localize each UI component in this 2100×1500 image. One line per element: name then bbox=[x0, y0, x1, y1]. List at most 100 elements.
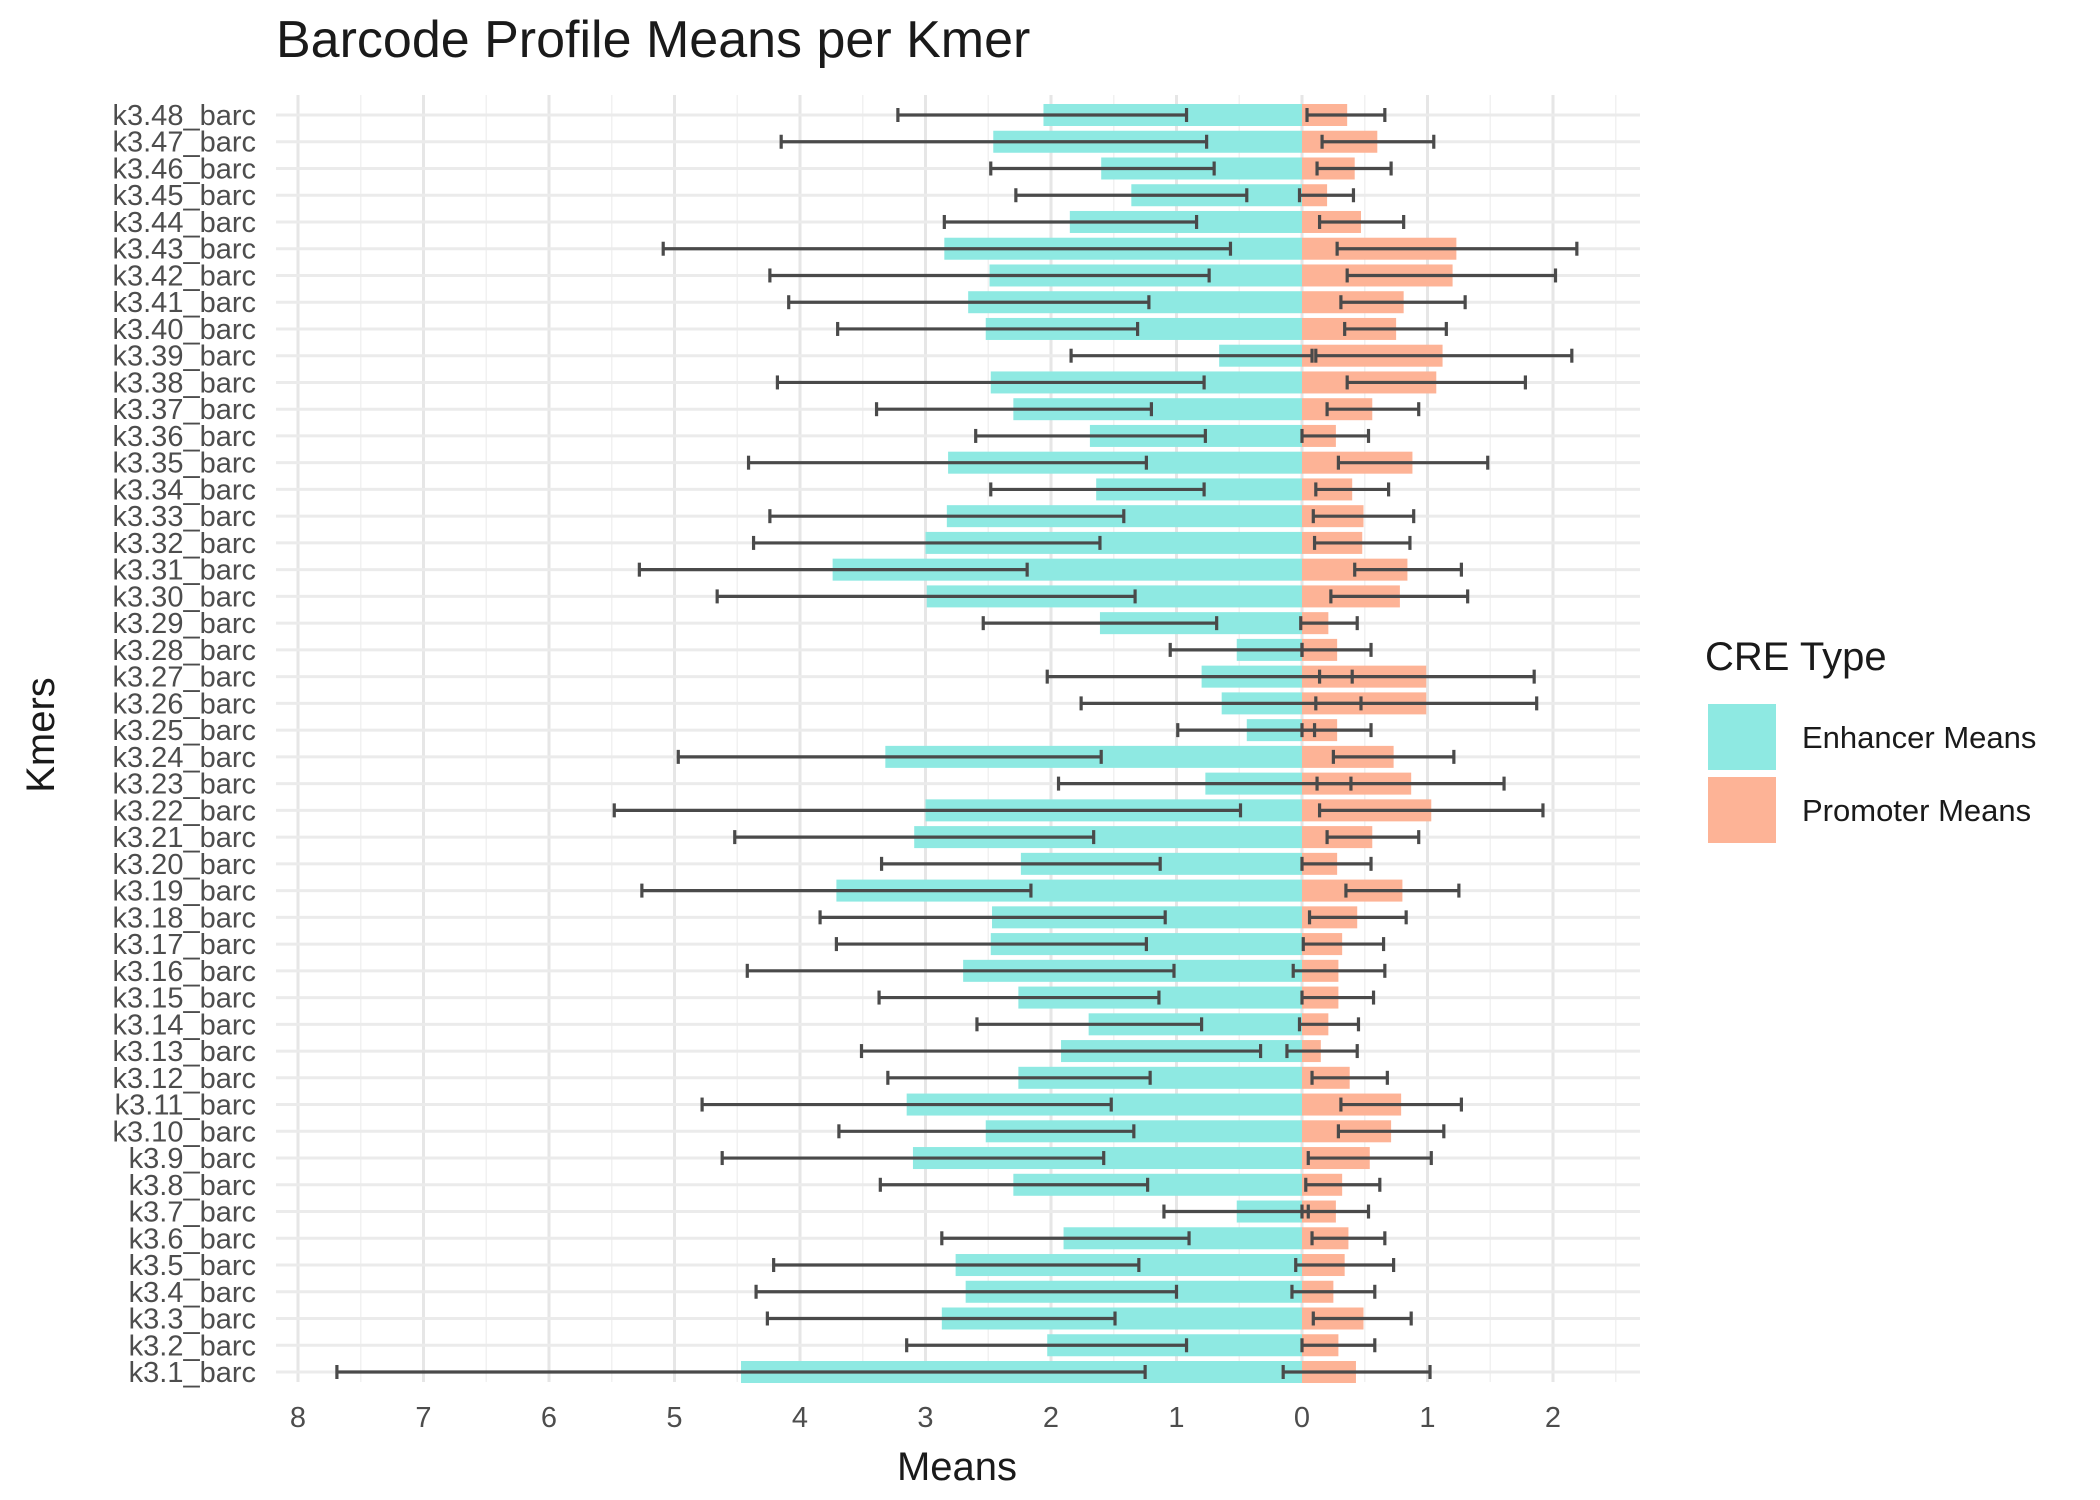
y-tick-label: k3.42_barc bbox=[113, 260, 257, 292]
x-axis-label: Means bbox=[897, 1445, 1017, 1489]
y-tick-label: k3.9_barc bbox=[129, 1143, 256, 1175]
enhancer-error-bar bbox=[335, 1365, 1147, 1379]
y-tick-label: k3.48_barc bbox=[113, 100, 257, 132]
y-tick-label: k3.38_barc bbox=[113, 367, 257, 399]
y-tick-label: k3.22_barc bbox=[113, 795, 257, 827]
promoter-error-bar bbox=[1317, 803, 1545, 818]
enhancer-error-bar bbox=[877, 990, 1161, 1005]
y-tick-label: k3.39_barc bbox=[113, 341, 257, 373]
promoter-error-bar bbox=[1315, 161, 1393, 176]
enhancer-bar bbox=[912, 1147, 1302, 1170]
enhancer-error-bar bbox=[981, 616, 1219, 631]
y-tick-label: k3.10_barc bbox=[113, 1116, 257, 1148]
promoter-error-bar bbox=[1335, 241, 1579, 256]
y-tick-label: k3.29_barc bbox=[113, 608, 257, 640]
enhancer-error-bar bbox=[989, 161, 1216, 176]
promoter-error-bar bbox=[1344, 883, 1461, 898]
promoter-error-bar bbox=[1300, 1204, 1371, 1219]
promoter-error-bar bbox=[1291, 963, 1387, 978]
y-tick-label: k3.14_barc bbox=[113, 1009, 257, 1041]
enhancer-error-bar bbox=[754, 1284, 1179, 1299]
promoter-error-bar bbox=[1345, 375, 1527, 390]
promoter-error-bar bbox=[1331, 749, 1456, 764]
promoter-error-bar bbox=[1300, 1338, 1377, 1353]
y-tick-label: k3.36_barc bbox=[113, 421, 257, 453]
y-tick-label: k3.8_barc bbox=[129, 1170, 256, 1202]
enhancer-bar bbox=[914, 826, 1302, 849]
promoter-error-bar bbox=[1297, 1017, 1361, 1032]
promoter-error-bar bbox=[1311, 1311, 1413, 1326]
y-tick-label: k3.47_barc bbox=[113, 127, 257, 159]
enhancer-error-bar bbox=[974, 428, 1207, 443]
enhancer-error-bar bbox=[836, 321, 1140, 336]
enhancer-error-bar bbox=[942, 214, 1199, 229]
y-tick-label: k3.7_barc bbox=[129, 1197, 256, 1229]
y-tick-label: k3.2_barc bbox=[129, 1330, 256, 1362]
y-tick-label: k3.1_barc bbox=[129, 1357, 256, 1389]
enhancer-error-bar bbox=[715, 589, 1137, 604]
y-tick-label: k3.5_barc bbox=[129, 1250, 256, 1282]
y-tick-label: k3.41_barc bbox=[113, 287, 257, 319]
enhancer-error-bar bbox=[661, 241, 1233, 256]
y-tick-label: k3.12_barc bbox=[113, 1063, 257, 1095]
promoter-error-bar bbox=[1345, 268, 1558, 283]
enhancer-bar bbox=[1013, 398, 1302, 421]
y-tick-label: k3.33_barc bbox=[113, 501, 257, 533]
enhancer-error-bar bbox=[787, 295, 1151, 310]
y-tick-label: k3.19_barc bbox=[113, 876, 257, 908]
y-tick-label: k3.13_barc bbox=[113, 1036, 257, 1068]
enhancer-error-bar bbox=[834, 937, 1148, 952]
promoter-error-bar bbox=[1325, 402, 1421, 417]
x-tick-label: 2 bbox=[1043, 1402, 1059, 1434]
y-tick-label: k3.25_barc bbox=[113, 715, 257, 747]
promoter-error-bar bbox=[1325, 830, 1421, 845]
promoter-error-bar bbox=[1306, 1151, 1433, 1166]
promoter-error-bar bbox=[1314, 348, 1574, 363]
enhancer-error-bar bbox=[940, 1231, 1191, 1246]
y-tick-label: k3.27_barc bbox=[113, 662, 257, 694]
enhancer-bar bbox=[1013, 1173, 1302, 1196]
promoter-error-bar bbox=[1339, 1097, 1463, 1112]
y-tick-label: k3.34_barc bbox=[113, 474, 257, 506]
y-tick-label: k3.4_barc bbox=[129, 1277, 256, 1309]
promoter-error-bar bbox=[1299, 616, 1359, 631]
promoter-error-bar bbox=[1297, 188, 1356, 203]
enhancer-error-bar bbox=[751, 535, 1102, 550]
promoter-error-bar bbox=[1290, 1284, 1377, 1299]
enhancer-error-bar bbox=[837, 1124, 1136, 1139]
x-tick-label: 8 bbox=[290, 1402, 306, 1434]
x-tick-label: 7 bbox=[415, 1402, 431, 1434]
promoter-error-bar bbox=[1304, 1177, 1382, 1192]
enhancer-error-bar bbox=[989, 482, 1206, 497]
promoter-error-bar bbox=[1310, 1231, 1387, 1246]
promoter-error-bar bbox=[1339, 295, 1467, 310]
enhancer-bar bbox=[941, 1307, 1302, 1330]
enhancer-error-bar bbox=[733, 830, 1096, 845]
y-tick-labels: k3.1_barck3.2_barck3.3_barck3.4_barck3.5… bbox=[113, 100, 257, 1389]
promoter-error-bar bbox=[1336, 1124, 1446, 1139]
x-tick-label: 0 bbox=[1294, 1402, 1310, 1434]
y-tick-label: k3.16_barc bbox=[113, 956, 257, 988]
enhancer-error-bar bbox=[905, 1338, 1189, 1353]
enhancer-error-bar bbox=[859, 1044, 1263, 1059]
y-tick-label: k3.37_barc bbox=[113, 394, 257, 426]
y-tick-label: k3.18_barc bbox=[113, 902, 257, 934]
enhancer-error-bar bbox=[612, 803, 1243, 818]
legend-title: CRE Type bbox=[1705, 635, 1887, 679]
enhancer-error-bar bbox=[746, 455, 1148, 470]
y-axis-label: Kmers bbox=[19, 677, 63, 793]
y-tick-label: k3.40_barc bbox=[113, 314, 257, 346]
bar-layer bbox=[741, 104, 1457, 1383]
promoter-error-bar bbox=[1315, 776, 1506, 791]
promoter-error-bar bbox=[1305, 108, 1387, 122]
enhancer-error-bar bbox=[745, 963, 1176, 978]
promoter-error-bar bbox=[1300, 723, 1373, 738]
enhancer-error-bar bbox=[975, 1017, 1204, 1032]
enhancer-error-bar bbox=[874, 402, 1154, 417]
enhancer-error-bar bbox=[765, 1311, 1117, 1326]
enhancer-bar bbox=[836, 879, 1302, 902]
enhancer-bar bbox=[985, 1120, 1302, 1143]
promoter-error-bar bbox=[1343, 321, 1448, 336]
promoter-error-bar bbox=[1314, 482, 1391, 497]
